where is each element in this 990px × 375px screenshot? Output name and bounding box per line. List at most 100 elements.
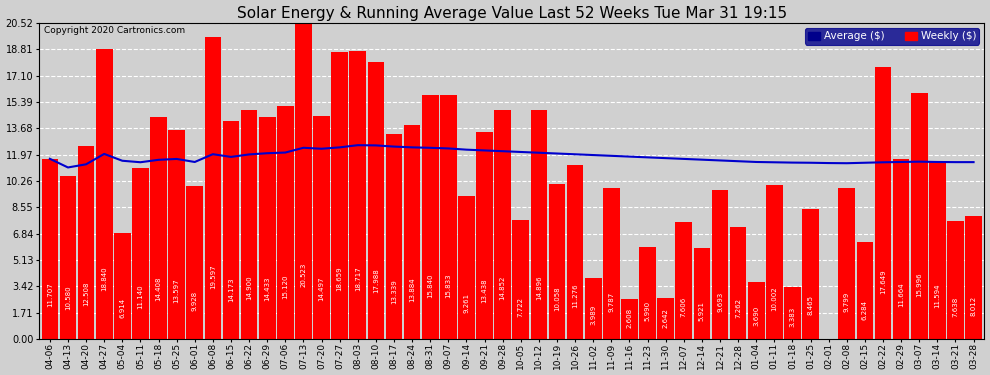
Text: 17.988: 17.988 bbox=[373, 268, 379, 293]
Text: 14.433: 14.433 bbox=[264, 277, 270, 301]
Bar bbox=[548, 184, 565, 339]
Bar bbox=[295, 23, 312, 339]
Text: 13.438: 13.438 bbox=[481, 279, 487, 303]
Bar bbox=[965, 216, 982, 339]
Text: 7.722: 7.722 bbox=[518, 297, 524, 316]
Text: 10.002: 10.002 bbox=[771, 286, 777, 311]
Bar bbox=[223, 121, 240, 339]
Bar bbox=[458, 196, 475, 339]
Text: 18.717: 18.717 bbox=[354, 266, 360, 291]
Bar bbox=[258, 117, 275, 339]
Text: 2.608: 2.608 bbox=[627, 308, 633, 328]
Bar bbox=[277, 106, 294, 339]
Text: 3.690: 3.690 bbox=[753, 306, 759, 326]
Text: 7.638: 7.638 bbox=[952, 297, 958, 317]
Bar bbox=[911, 93, 928, 339]
Text: 10.058: 10.058 bbox=[554, 286, 560, 311]
Bar bbox=[332, 52, 347, 339]
Bar bbox=[96, 49, 113, 339]
Bar bbox=[856, 242, 873, 339]
Bar bbox=[603, 188, 620, 339]
Bar bbox=[59, 176, 76, 339]
Text: 5.921: 5.921 bbox=[699, 301, 705, 321]
Bar bbox=[313, 116, 330, 339]
Text: 3.989: 3.989 bbox=[590, 305, 596, 325]
Bar bbox=[675, 222, 692, 339]
Text: 19.597: 19.597 bbox=[210, 264, 216, 289]
Text: 13.597: 13.597 bbox=[173, 278, 179, 303]
Bar bbox=[893, 159, 910, 339]
Text: 5.990: 5.990 bbox=[644, 300, 650, 321]
Text: 9.261: 9.261 bbox=[463, 293, 469, 313]
Title: Solar Energy & Running Average Value Last 52 Weeks Tue Mar 31 19:15: Solar Energy & Running Average Value Las… bbox=[237, 6, 787, 21]
Bar bbox=[476, 132, 493, 339]
Text: 3.383: 3.383 bbox=[789, 306, 795, 327]
Text: 10.580: 10.580 bbox=[65, 285, 71, 310]
Bar bbox=[367, 62, 384, 339]
Text: 12.508: 12.508 bbox=[83, 281, 89, 306]
Text: 9.799: 9.799 bbox=[843, 291, 849, 312]
Legend: Average ($), Weekly ($): Average ($), Weekly ($) bbox=[805, 28, 979, 45]
Text: 14.852: 14.852 bbox=[500, 276, 506, 300]
Text: 14.896: 14.896 bbox=[536, 275, 542, 300]
Bar bbox=[114, 232, 131, 339]
Text: 18.659: 18.659 bbox=[337, 267, 343, 291]
Text: 13.884: 13.884 bbox=[409, 278, 415, 302]
Bar bbox=[747, 282, 764, 339]
Text: 15.840: 15.840 bbox=[428, 273, 434, 298]
Text: 14.900: 14.900 bbox=[247, 275, 252, 300]
Bar bbox=[730, 227, 746, 339]
Text: 11.594: 11.594 bbox=[935, 283, 940, 308]
Bar bbox=[186, 186, 203, 339]
Bar bbox=[150, 117, 167, 339]
Text: 8.465: 8.465 bbox=[808, 295, 814, 315]
Bar bbox=[404, 125, 421, 339]
Text: 18.840: 18.840 bbox=[101, 266, 107, 291]
Text: 14.173: 14.173 bbox=[228, 277, 234, 302]
Bar bbox=[531, 110, 547, 339]
Bar bbox=[386, 134, 402, 339]
Bar bbox=[585, 278, 602, 339]
Text: 9.693: 9.693 bbox=[717, 292, 723, 312]
Text: 14.497: 14.497 bbox=[319, 276, 325, 301]
Bar bbox=[132, 168, 148, 339]
Bar bbox=[929, 160, 945, 339]
Text: 15.996: 15.996 bbox=[916, 273, 923, 297]
Text: 11.140: 11.140 bbox=[138, 284, 144, 309]
Bar bbox=[621, 299, 638, 339]
Text: 6.284: 6.284 bbox=[862, 300, 868, 320]
Text: 6.914: 6.914 bbox=[120, 298, 126, 318]
Text: 7.606: 7.606 bbox=[681, 297, 687, 317]
Bar bbox=[640, 247, 656, 339]
Bar bbox=[694, 248, 710, 339]
Bar bbox=[168, 130, 185, 339]
Bar bbox=[875, 67, 891, 339]
Bar bbox=[349, 51, 366, 339]
Bar bbox=[42, 159, 58, 339]
Bar bbox=[494, 110, 511, 339]
Bar bbox=[78, 147, 94, 339]
Text: Copyright 2020 Cartronics.com: Copyright 2020 Cartronics.com bbox=[44, 26, 185, 35]
Bar bbox=[947, 221, 964, 339]
Text: 15.120: 15.120 bbox=[282, 275, 288, 300]
Text: 9.787: 9.787 bbox=[608, 291, 615, 312]
Bar bbox=[513, 220, 529, 339]
Bar bbox=[567, 165, 583, 339]
Text: 14.408: 14.408 bbox=[155, 277, 161, 301]
Text: 20.523: 20.523 bbox=[300, 262, 307, 287]
Text: 9.928: 9.928 bbox=[192, 291, 198, 312]
Text: 11.707: 11.707 bbox=[47, 283, 52, 308]
Bar bbox=[657, 298, 674, 339]
Text: 7.262: 7.262 bbox=[736, 298, 742, 318]
Bar bbox=[802, 209, 819, 339]
Text: 8.012: 8.012 bbox=[970, 296, 976, 316]
Text: 17.649: 17.649 bbox=[880, 269, 886, 294]
Text: 15.833: 15.833 bbox=[446, 273, 451, 298]
Bar bbox=[440, 95, 456, 339]
Bar bbox=[422, 95, 439, 339]
Text: 2.642: 2.642 bbox=[662, 308, 668, 328]
Bar bbox=[205, 38, 221, 339]
Text: 11.664: 11.664 bbox=[898, 283, 904, 308]
Bar bbox=[712, 190, 729, 339]
Bar bbox=[766, 185, 783, 339]
